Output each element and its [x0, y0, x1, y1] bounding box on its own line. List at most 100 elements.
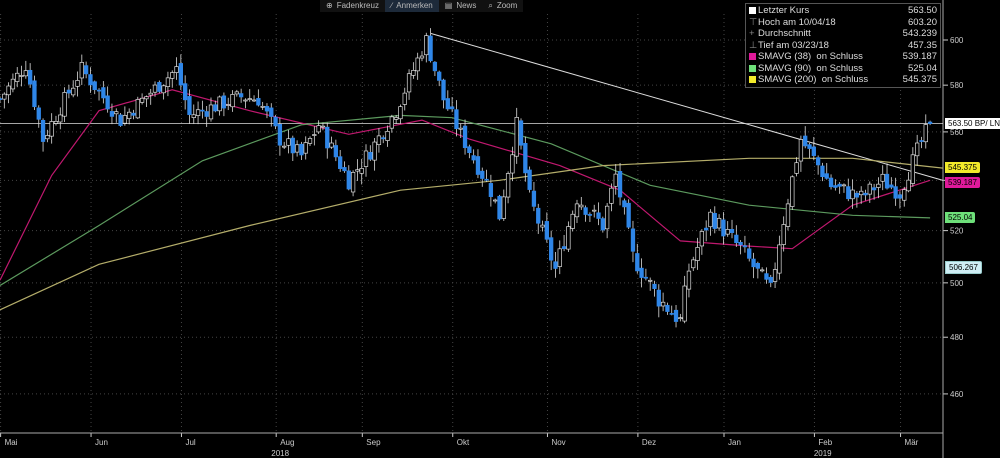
candle-up: [493, 199, 498, 202]
year-label: 2019: [814, 449, 832, 458]
candle-down: [837, 183, 842, 187]
y-tick-label: 520: [950, 227, 964, 236]
candle-up: [574, 203, 580, 218]
candle-up: [195, 109, 201, 116]
candle-down: [256, 98, 261, 106]
candle-up: [841, 184, 847, 187]
candle-down: [381, 137, 386, 140]
legend-value: 543.239: [902, 28, 937, 39]
candle-down: [264, 106, 270, 112]
legend-marker-icon: +: [749, 28, 755, 39]
candle-up: [540, 224, 545, 228]
candle-down: [764, 273, 769, 280]
x-tick-label: Jan: [728, 438, 741, 447]
crosshair-button[interactable]: ⊕ Fadenkreuz: [326, 1, 379, 10]
candle-down: [96, 89, 102, 92]
candle-up: [217, 96, 222, 112]
candle-up: [208, 104, 214, 120]
candle-down: [729, 229, 735, 233]
candle-up: [62, 92, 67, 117]
candle-up: [609, 187, 614, 204]
legend-row: ⊤ Hoch am 10/04/18 603.20: [749, 17, 937, 29]
x-tick-label: Okt: [457, 438, 470, 447]
candle-down: [441, 79, 446, 101]
candle-up: [53, 121, 59, 124]
y-tick-label: 560: [950, 128, 964, 137]
candle-down: [432, 61, 438, 72]
candle-down: [755, 263, 760, 269]
candle-down: [824, 173, 829, 179]
candle-up: [648, 279, 653, 282]
candle-up: [708, 211, 713, 228]
candle-down: [342, 167, 347, 172]
candle-up: [58, 114, 63, 123]
legend-label: Durchschnitt: [758, 28, 811, 39]
legend-label: SMAVG (90) on Schluss: [758, 62, 863, 74]
candle-down: [290, 137, 295, 154]
candle-down: [475, 156, 481, 175]
candle-up: [402, 92, 407, 105]
candle-down: [346, 170, 351, 190]
candle-down: [480, 170, 485, 179]
legend-value: 457.35: [907, 39, 937, 51]
candle-down: [325, 126, 330, 149]
candle-down: [221, 95, 227, 109]
candle-down: [587, 214, 593, 216]
x-tick-label: Feb: [818, 438, 832, 447]
candle-down: [617, 171, 623, 198]
candle-down: [213, 104, 218, 112]
candle-up: [2, 93, 7, 100]
candle-down: [673, 309, 679, 322]
candles: [0, 28, 933, 328]
legend-row: Letzter Kurs 563.50: [749, 5, 937, 17]
zoom-button[interactable]: ⌕ Zoom: [488, 1, 518, 10]
candle-up: [165, 77, 171, 87]
candle-down: [467, 146, 472, 153]
legend-marker-icon: ⊤: [749, 16, 758, 28]
x-tick-label: Nov: [551, 438, 565, 447]
candle-down: [652, 283, 657, 289]
candle-up: [385, 130, 390, 141]
candle-down: [83, 65, 89, 75]
legend-label: Letzter Kurs: [758, 5, 810, 16]
annotate-button[interactable]: ∕ Anmerken: [384, 0, 439, 12]
candle-up: [686, 270, 692, 290]
candle-up: [139, 97, 145, 103]
candle-down: [897, 194, 903, 199]
candle-up: [592, 209, 597, 212]
legend-row: SMAVG (200) on Schluss 545.375: [749, 74, 937, 86]
candle-down: [626, 202, 631, 228]
candle-up: [510, 154, 515, 174]
candle-down: [101, 87, 106, 99]
candle-up: [294, 144, 300, 153]
candle-down: [449, 106, 455, 110]
candle-down: [454, 109, 459, 130]
legend-value: 603.20: [907, 16, 937, 28]
candle-up: [15, 72, 20, 82]
candle-down: [0, 98, 3, 100]
legend-row: + Durchschnitt 543.239: [749, 28, 937, 40]
candle-up: [303, 142, 308, 154]
candle-down: [157, 82, 162, 92]
zoom-icon: ⌕: [488, 1, 493, 10]
candle-down: [893, 186, 898, 199]
candle-down: [751, 258, 756, 268]
candle-down: [747, 248, 752, 259]
candle-down: [889, 184, 894, 188]
candle-down: [828, 177, 834, 188]
candle-down: [27, 69, 33, 85]
candle-up: [122, 115, 128, 124]
candle-down: [665, 304, 670, 312]
y-tick-label: 580: [950, 81, 964, 90]
candle-up: [691, 259, 696, 269]
candle-up: [579, 204, 584, 208]
candle-up: [260, 105, 265, 108]
candle-down: [497, 195, 502, 220]
candle-up: [320, 125, 326, 128]
candle-up: [505, 173, 511, 198]
candle-down: [742, 245, 748, 248]
candle-down: [635, 253, 640, 272]
news-button[interactable]: ▤ News: [444, 1, 477, 10]
candle-up: [411, 70, 416, 76]
